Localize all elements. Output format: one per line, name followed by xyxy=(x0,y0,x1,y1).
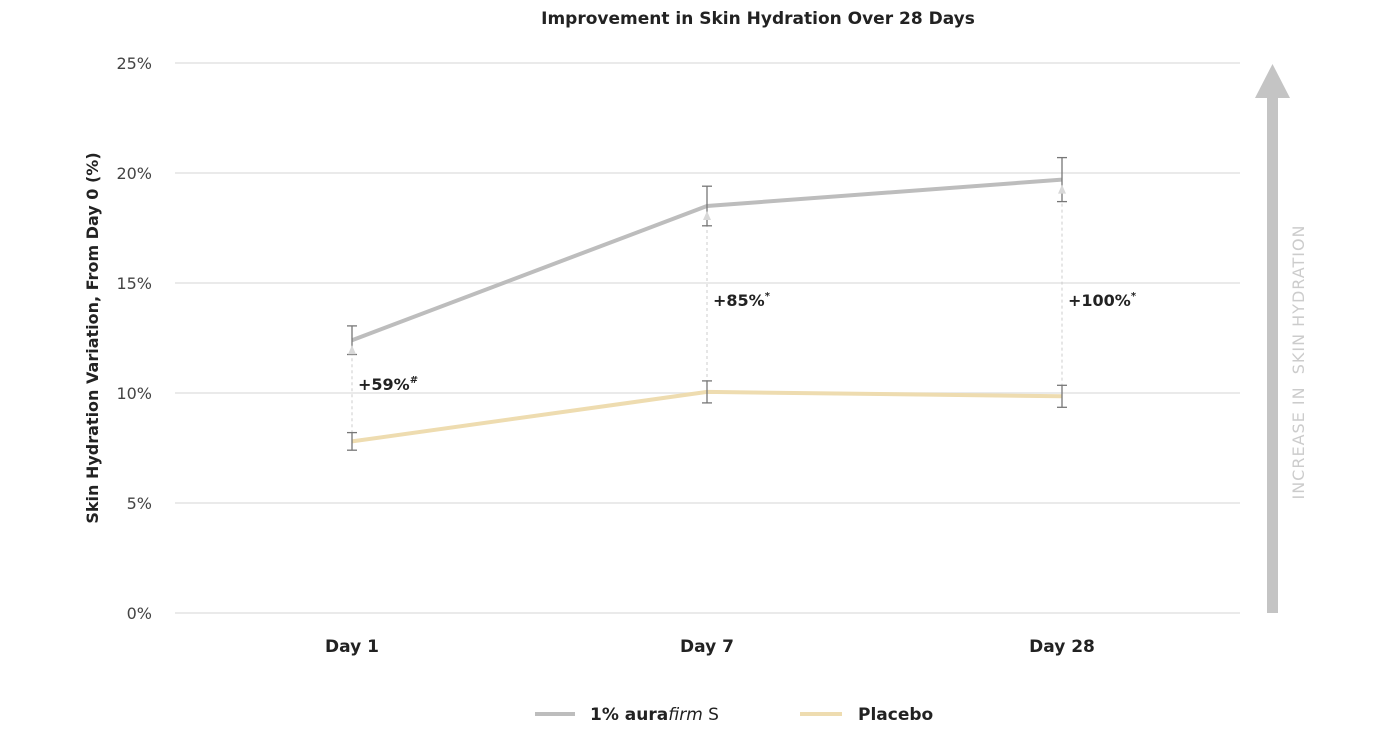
legend-label-placebo: Placebo xyxy=(858,705,933,725)
y-tick-label: 20% xyxy=(116,164,152,183)
x-tick-label: Day 7 xyxy=(680,637,734,657)
difference-annotation: +100%* xyxy=(1068,291,1137,310)
side-arrow: INCREASE IN SKIN HYDRATION xyxy=(1255,64,1308,613)
side-arrow-head xyxy=(1255,64,1290,98)
legend-label-aurafirm: 1% aurafirm S xyxy=(590,705,719,725)
series-placebo xyxy=(347,380,1067,451)
y-tick-label: 0% xyxy=(127,604,152,623)
y-tick-label: 15% xyxy=(116,274,152,293)
difference-annotation: +59%# xyxy=(358,375,418,394)
side-arrow-label: INCREASE IN SKIN HYDRATION xyxy=(1289,224,1308,499)
data-point-marker xyxy=(348,345,356,355)
y-tick-label: 25% xyxy=(116,54,152,73)
data-point-marker xyxy=(703,211,711,220)
x-tick-label: Day 28 xyxy=(1029,637,1095,657)
y-axis-label: Skin Hydration Variation, From Day 0 (%) xyxy=(83,152,102,523)
side-arrow-shaft xyxy=(1267,95,1278,613)
difference-annotation: +85%* xyxy=(713,291,771,310)
series-aurafirm xyxy=(347,156,1067,356)
legend: 1% aurafirm S Placebo xyxy=(535,705,933,725)
chart-title: Improvement in Skin Hydration Over 28 Da… xyxy=(541,9,975,29)
data-point-marker xyxy=(1058,184,1066,194)
y-tick-label: 10% xyxy=(116,384,152,403)
x-tick-label: Day 1 xyxy=(325,637,379,657)
y-tick-label: 5% xyxy=(127,494,152,513)
